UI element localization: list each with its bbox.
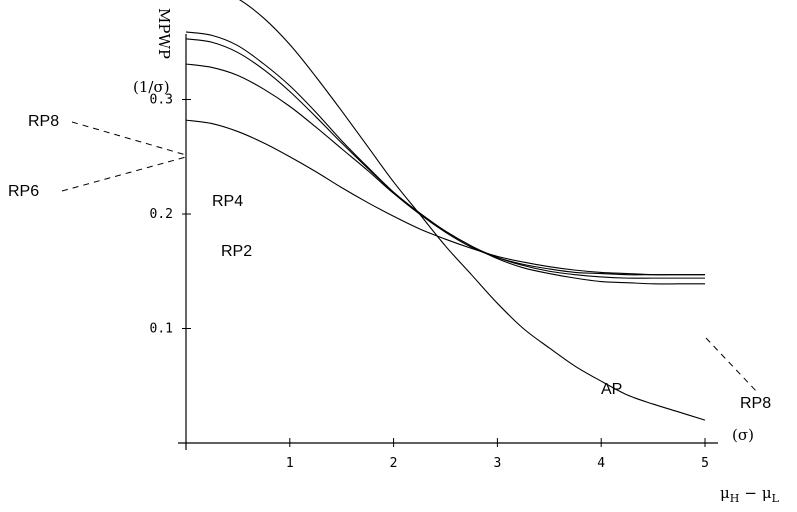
y-axis-label: MPWP (155, 8, 173, 59)
series-line-rp8 (185, 31, 705, 276)
series-line-ap (238, 0, 706, 421)
x-label-mu-h: μ (720, 484, 730, 502)
x-tick-label: 4 (597, 456, 605, 471)
annotation-ap: AP (601, 381, 622, 398)
annotation-rp2: RP2 (221, 243, 252, 260)
y-tick-label: 0.1 (150, 322, 173, 337)
annotation-rp8-left: RP8 (28, 113, 59, 130)
y-tick-label: 0.2 (150, 207, 173, 222)
x-label-mu-l: μ (762, 484, 772, 502)
leader-rp8-left (71, 121, 187, 156)
leader-rp8-right (705, 337, 759, 394)
x-label-sub-l: L (772, 492, 780, 505)
x-tick-label: 5 (701, 456, 709, 471)
y-axis-unit: (1/σ) (133, 78, 170, 96)
y-tick-label: 0.3 (150, 93, 173, 108)
x-label-sub-h: H (730, 492, 740, 505)
series-line-rp2 (185, 119, 705, 276)
x-axis-label: μH − μL (720, 484, 780, 505)
series-line-rp4 (185, 63, 705, 285)
leader-rp6-left (61, 156, 187, 192)
series-line-rp6 (185, 38, 705, 279)
annotation-rp6-left: RP6 (8, 183, 39, 200)
x-axis-unit: (σ) (732, 426, 754, 444)
curves (185, 0, 706, 421)
x-tick-label: 1 (286, 456, 294, 471)
x-tick-label: 3 (493, 456, 501, 471)
annotation-rp4: RP4 (212, 193, 243, 210)
x-label-minus: − (744, 484, 757, 502)
annotation-rp8-right: RP8 (740, 395, 771, 412)
x-tick-label: 2 (390, 456, 398, 471)
